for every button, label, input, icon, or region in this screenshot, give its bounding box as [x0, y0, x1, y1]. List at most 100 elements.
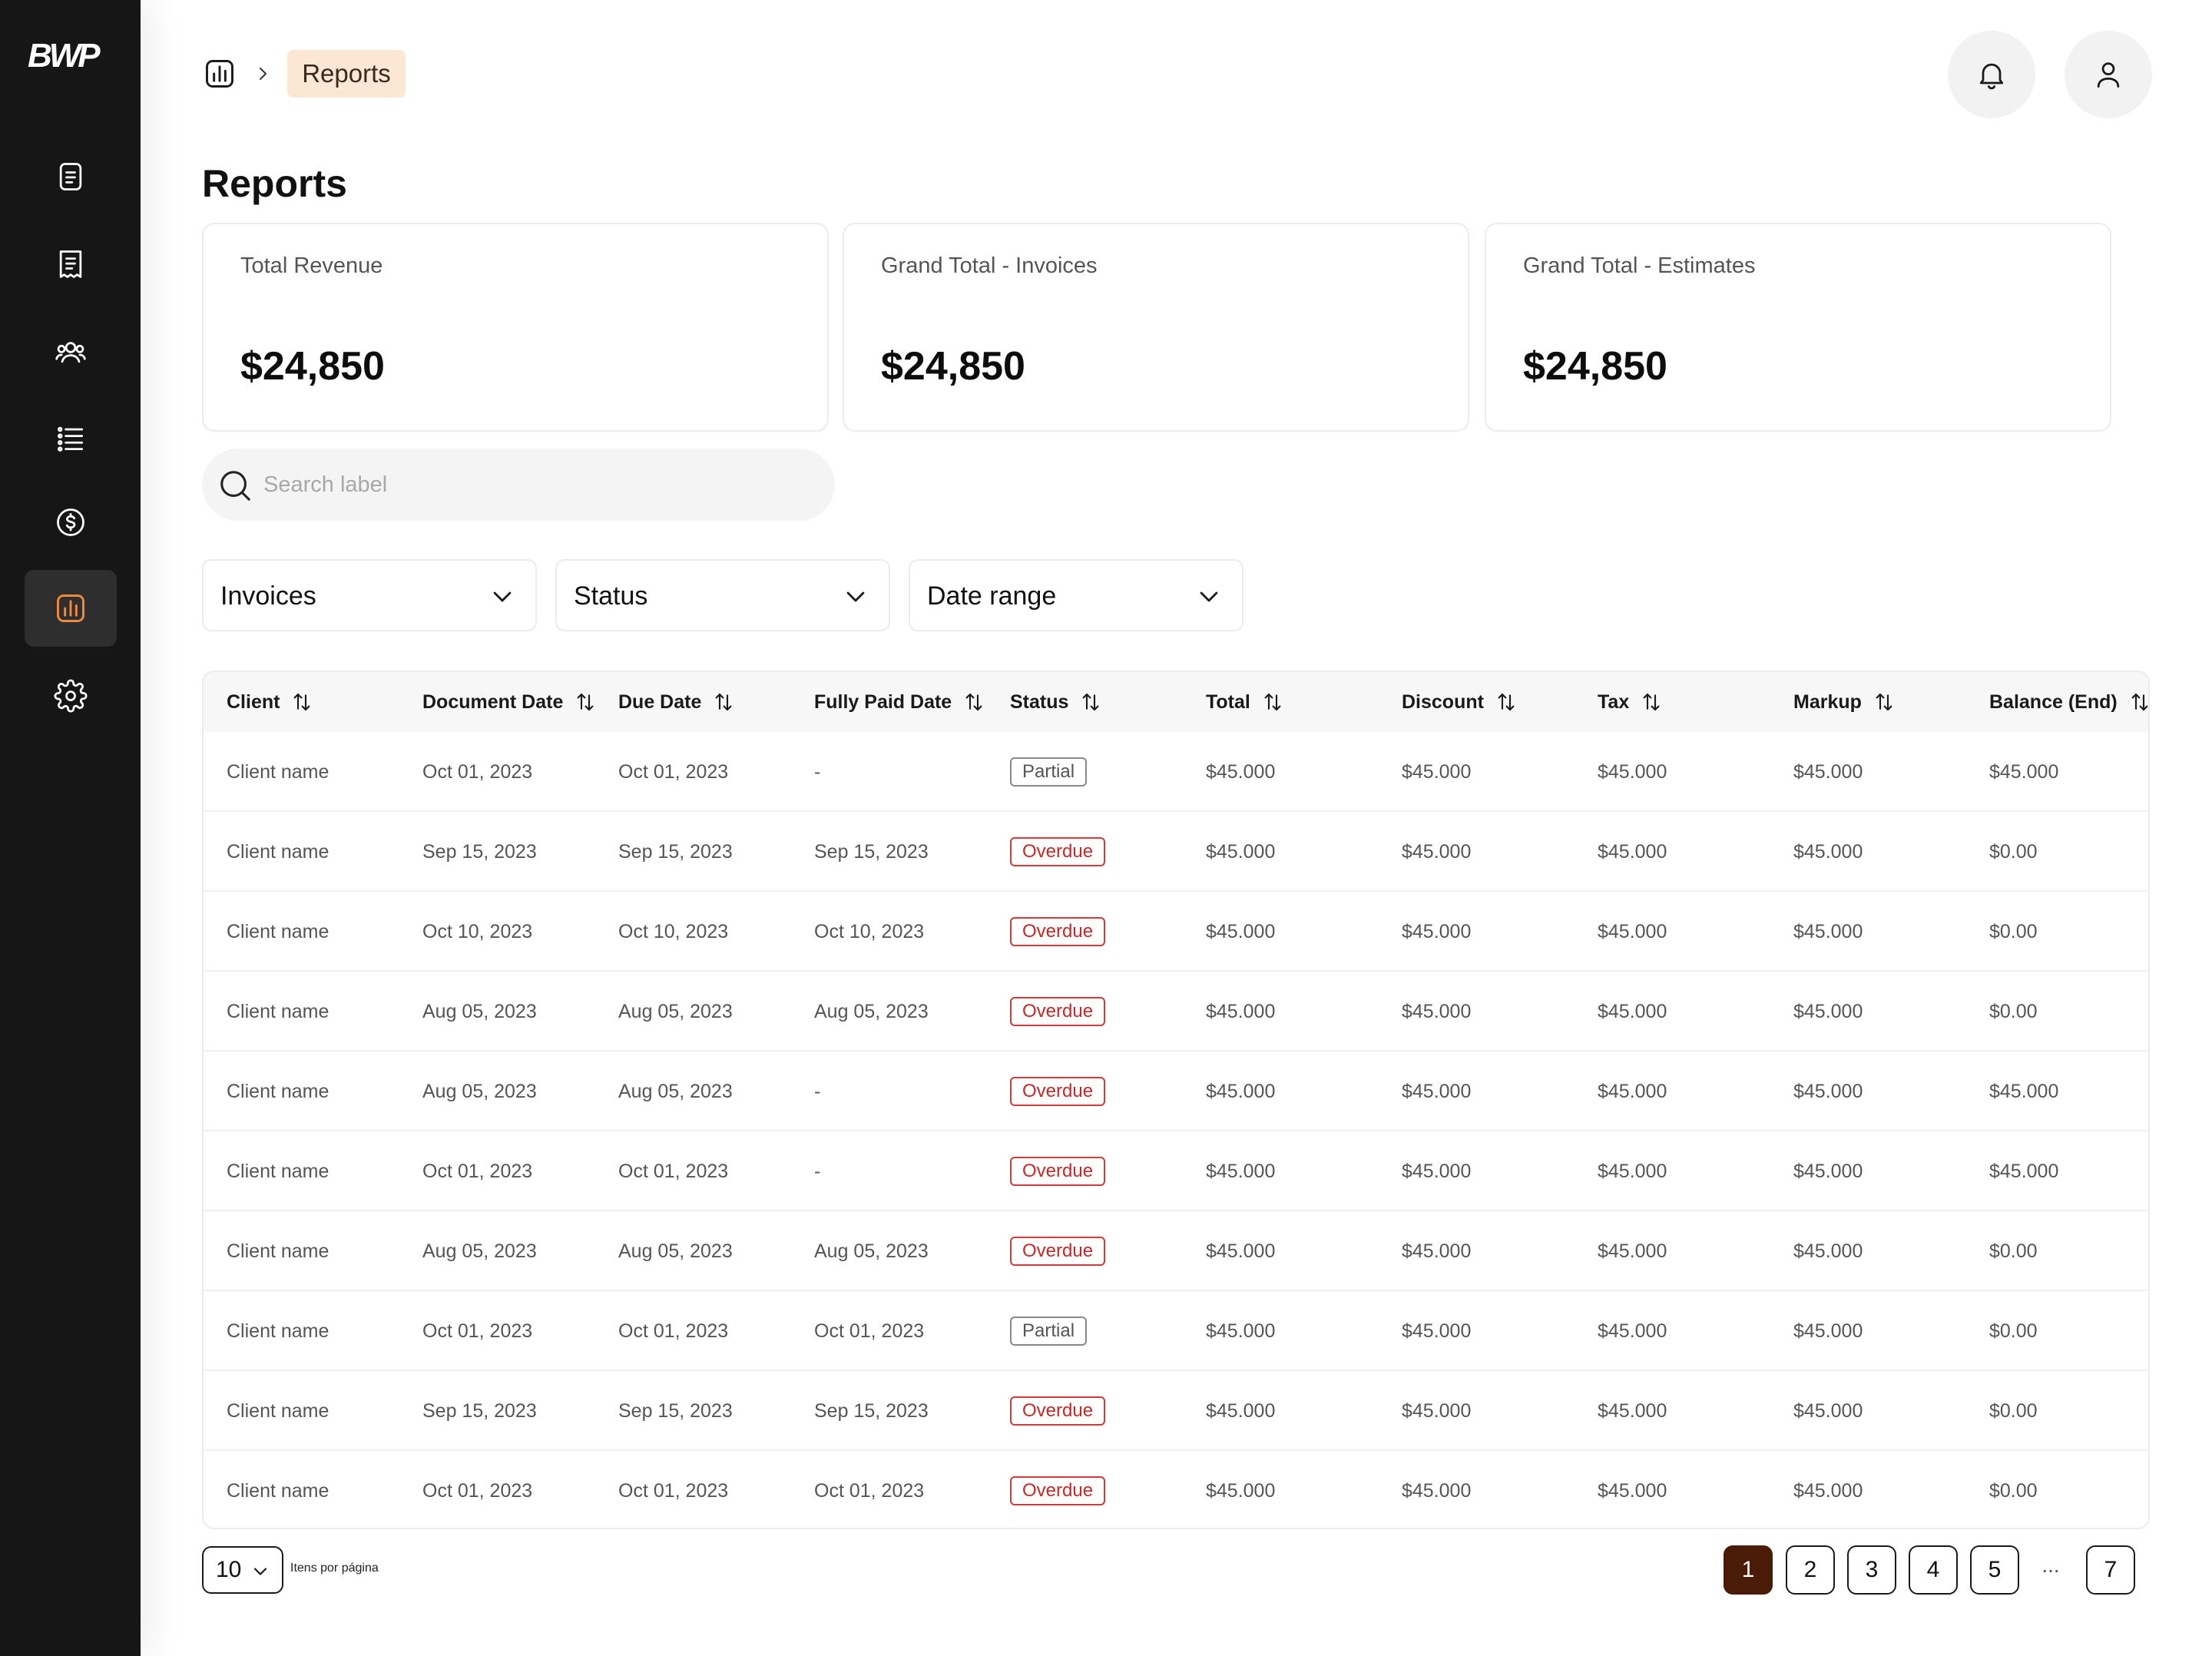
breadcrumb-current[interactable]: Reports [287, 50, 406, 98]
column-header-total[interactable]: Total [1206, 672, 1284, 732]
column-header-document-date[interactable]: Document Date [422, 672, 597, 732]
cell-tax: $45.000 [1598, 1160, 1667, 1182]
column-header-tax[interactable]: Tax [1598, 672, 1663, 732]
sort-button[interactable] [1640, 691, 1663, 714]
cell-total: $45.000 [1206, 1479, 1276, 1502]
cell-balance-end: $0.00 [1989, 840, 2038, 863]
breadcrumb-home[interactable] [203, 57, 237, 91]
notifications-button[interactable] [1948, 31, 2035, 118]
card-value: $24,850 [240, 344, 385, 389]
table-row[interactable]: Client name Aug 05, 2023 Aug 05, 2023 - Over… [204, 1052, 2148, 1131]
sort-icon [965, 693, 982, 711]
cell-client: Client name [227, 1160, 329, 1182]
sidebar-item-reports[interactable] [25, 570, 117, 647]
cell-total: $45.000 [1206, 1000, 1276, 1022]
sort-button[interactable] [290, 691, 313, 714]
page-button-last[interactable]: 7 [2086, 1545, 2135, 1595]
page-button-4[interactable]: 4 [1909, 1545, 1958, 1595]
table-row[interactable]: Client name Sep 15, 2023 Sep 15, 2023 Sep 1… [204, 812, 2148, 892]
bar-chart-icon [206, 60, 233, 88]
chevron-down-icon [253, 1568, 267, 1575]
per-page-select[interactable]: 10 [202, 1546, 283, 1594]
cell-fully-paid-date: - [814, 1160, 821, 1182]
sidebar-item-clients[interactable] [25, 313, 117, 390]
table-row[interactable]: Client name Aug 05, 2023 Aug 05, 2023 Aug 0… [204, 972, 2148, 1052]
cell-status: Overdue [1010, 892, 1106, 972]
summary-card-grand-total-estimates: Grand Total - Estimates $24,850 [1485, 223, 2111, 432]
cell-balance-end: $0.00 [1989, 1320, 2038, 1342]
sort-button[interactable] [2128, 691, 2148, 714]
filter-date-range[interactable]: Date range [909, 559, 1243, 631]
cell-fully-paid-date: Aug 05, 2023 [814, 1000, 929, 1022]
per-page-value: 10 [216, 1557, 242, 1582]
table-row[interactable]: Client name Sep 15, 2023 Sep 15, 2023 Sep 1… [204, 1371, 2148, 1451]
table-row[interactable]: Client name Oct 01, 2023 Oct 01, 2023 Oct 0… [204, 1451, 2148, 1528]
column-header-fully-paid-date[interactable]: Fully Paid Date [814, 672, 985, 732]
sidebar-item-settings[interactable] [25, 657, 117, 734]
gear-icon [54, 679, 88, 713]
sort-button[interactable] [1873, 691, 1896, 714]
cell-discount: $45.000 [1402, 1479, 1472, 1502]
cell-tax: $45.000 [1598, 1479, 1667, 1502]
cell-markup: $45.000 [1793, 840, 1863, 863]
users-icon [55, 342, 86, 363]
sort-icon [1643, 693, 1660, 711]
filter-document-type[interactable]: Invoices [202, 559, 537, 631]
table-row[interactable]: Client name Aug 05, 2023 Aug 05, 2023 Aug 0… [204, 1211, 2148, 1291]
bar-chart-icon [57, 595, 84, 622]
cell-markup: $45.000 [1793, 1240, 1863, 1262]
column-header-balance-end[interactable]: Balance (End) [1989, 672, 2148, 732]
sort-button[interactable] [1079, 691, 1102, 714]
cell-document-date: Aug 05, 2023 [422, 1000, 537, 1022]
chevron-right-icon [260, 68, 267, 80]
filter-status[interactable]: Status [555, 559, 890, 631]
status-badge: Overdue [1010, 1476, 1106, 1505]
page-button-2[interactable]: 2 [1786, 1545, 1835, 1595]
column-header-label: Tax [1598, 691, 1630, 713]
cell-markup: $45.000 [1793, 1080, 1863, 1102]
cell-due-date: Oct 01, 2023 [618, 1320, 729, 1342]
column-header-discount[interactable]: Discount [1402, 672, 1518, 732]
column-header-client[interactable]: Client [227, 672, 313, 732]
sort-button[interactable] [712, 691, 735, 714]
table-row[interactable]: Client name Oct 01, 2023 Oct 01, 2023 - Part… [204, 732, 2148, 812]
sort-button[interactable] [1261, 691, 1284, 714]
cell-discount: $45.000 [1402, 1160, 1472, 1182]
cell-balance-end: $45.000 [1989, 1080, 2059, 1102]
page-button-3[interactable]: 3 [1847, 1545, 1896, 1595]
sort-button[interactable] [962, 691, 985, 714]
chevron-down-icon [493, 591, 512, 602]
column-header-label: Total [1206, 691, 1250, 713]
card-label: Grand Total - Estimates [1523, 253, 1756, 278]
cell-total: $45.000 [1206, 1320, 1276, 1342]
page-button-5[interactable]: 5 [1970, 1545, 2019, 1595]
cell-markup: $45.000 [1793, 1399, 1863, 1422]
receipt-icon [59, 250, 82, 278]
cell-due-date: Aug 05, 2023 [618, 1240, 733, 1262]
cell-fully-paid-date: Sep 15, 2023 [814, 1399, 929, 1422]
cell-markup: $45.000 [1793, 920, 1863, 942]
page-button-1[interactable]: 1 [1724, 1545, 1773, 1595]
profile-button[interactable] [2065, 31, 2152, 118]
cell-client: Client name [227, 1399, 329, 1422]
sidebar-item-receipts[interactable] [25, 226, 117, 303]
table-row[interactable]: Client name Oct 01, 2023 Oct 01, 2023 Oct 0… [204, 1291, 2148, 1371]
list-icon [58, 426, 84, 452]
reports-table: Client Document Date Due Date Fully Paid Da… [202, 671, 2150, 1529]
column-header-markup[interactable]: Markup [1793, 672, 1896, 732]
sort-button[interactable] [1495, 691, 1518, 714]
sidebar-item-payments[interactable] [25, 484, 117, 561]
search-input[interactable] [263, 464, 801, 505]
table-row[interactable]: Client name Oct 01, 2023 Oct 01, 2023 - Over… [204, 1131, 2148, 1211]
sort-button[interactable] [574, 691, 597, 714]
sort-icon [1082, 693, 1099, 711]
sidebar-item-documents[interactable] [25, 138, 117, 215]
status-badge: Overdue [1010, 1237, 1106, 1266]
cell-due-date: Oct 10, 2023 [618, 920, 729, 942]
column-header-due-date[interactable]: Due Date [618, 672, 735, 732]
table-row[interactable]: Client name Oct 10, 2023 Oct 10, 2023 Oct 1… [204, 892, 2148, 972]
column-header-label: Due Date [618, 691, 702, 713]
column-header-label: Markup [1793, 691, 1862, 713]
column-header-status[interactable]: Status [1010, 672, 1102, 732]
sidebar-item-lists[interactable] [25, 399, 117, 476]
